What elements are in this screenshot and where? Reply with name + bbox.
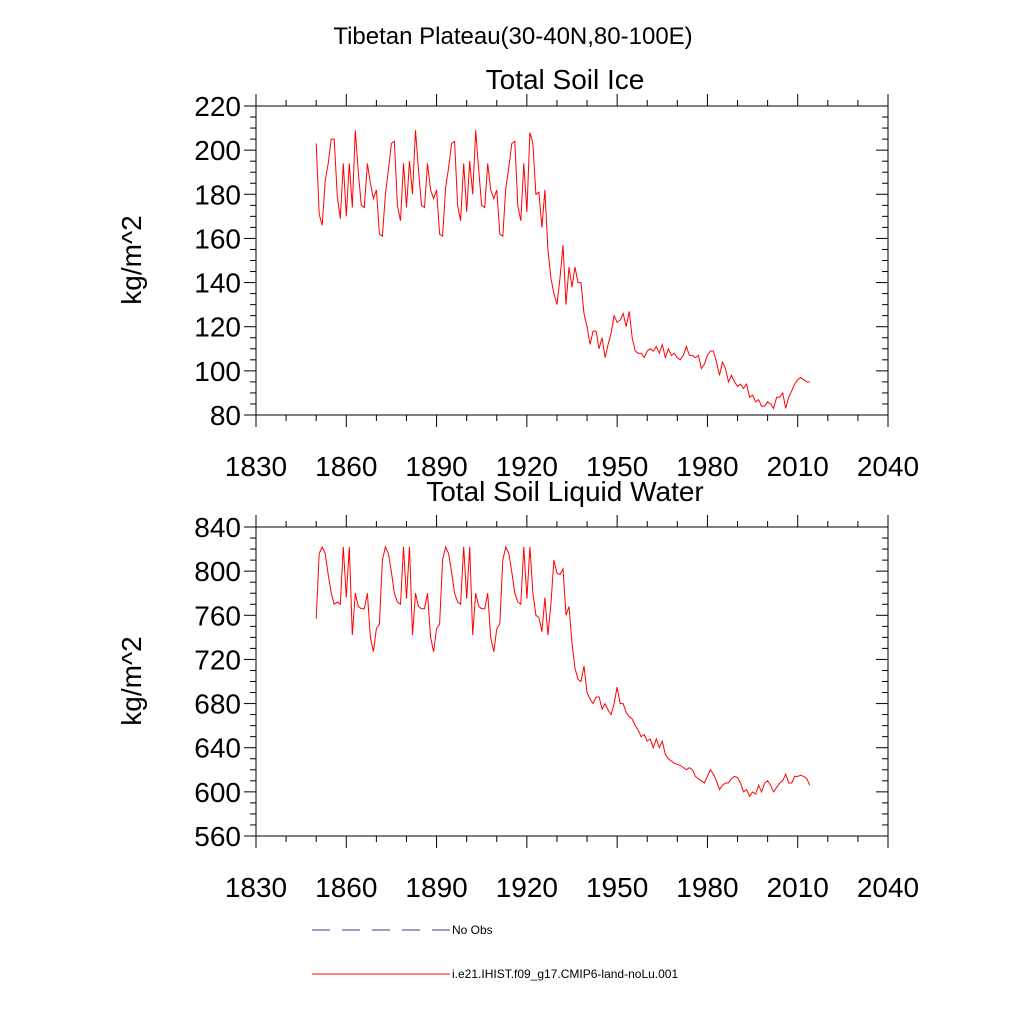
y-tick-label: 220 (194, 91, 241, 122)
y-tick-label: 120 (194, 312, 241, 343)
panel-total-soil-liquid-water: Total Soil Liquid Water kg/m^2 1830 1860 1… (116, 476, 919, 903)
y-tick-label: 140 (194, 268, 241, 299)
y-tick-label: 160 (194, 223, 241, 254)
y-tick-label: 720 (194, 644, 241, 675)
x-tick-label: 1890 (405, 872, 467, 903)
x-tick-label: 1830 (225, 451, 287, 482)
legend: No Obs i.e21.IHIST.f09_g17.CMIP6-land-no… (312, 923, 678, 981)
y-tick-label: 640 (194, 733, 241, 764)
y-tick-label: 80 (210, 400, 241, 431)
x-tick-label: 2010 (767, 451, 829, 482)
y-tick-label: 100 (194, 356, 241, 387)
series-group (315, 545, 811, 798)
x-tick-label: 1890 (405, 451, 467, 482)
series-group (315, 130, 810, 410)
x-tick-label: 1950 (586, 451, 648, 482)
legend-label-no-obs: No Obs (452, 923, 493, 937)
y-tick-label: 760 (194, 600, 241, 631)
plot-frame (255, 526, 889, 837)
x-tick-label: 2040 (857, 872, 919, 903)
y-tick-label: 600 (194, 777, 241, 808)
y-tick-label: 200 (194, 135, 241, 166)
y-tick-label: 840 (194, 512, 241, 543)
tick-label-group: 1830 1860 1890 1920 1950 1980 2010 2040 80 100 120… (194, 91, 919, 482)
tick-group (244, 94, 889, 427)
y-tick-label: 180 (194, 179, 241, 210)
y-axis-label: kg/m^2 (116, 636, 147, 725)
x-tick-label: 1920 (496, 872, 558, 903)
y-tick-label: 680 (194, 689, 241, 720)
y-tick-label: 800 (194, 556, 241, 587)
x-tick-label: 2010 (767, 872, 829, 903)
x-tick-label: 1830 (225, 872, 287, 903)
panel-title: Total Soil Liquid Water (426, 476, 704, 507)
y-axis-label: kg/m^2 (116, 215, 147, 304)
tick-label-group: 1830 1860 1890 1920 1950 1980 2010 2040 560 600 64… (194, 512, 919, 903)
x-tick-label: 1860 (315, 872, 377, 903)
plot-frame (255, 105, 889, 416)
x-tick-label: 1980 (676, 872, 738, 903)
panel-total-soil-ice: Total Soil Ice kg/m^2 1830 1860 1890 1920 19… (116, 64, 919, 482)
x-tick-label: 1950 (586, 872, 648, 903)
legend-label-model: i.e21.IHIST.f09_g17.CMIP6-land-noLu.001 (452, 967, 678, 981)
x-tick-label: 2040 (857, 451, 919, 482)
main-title: Tibetan Plateau(30-40N,80-100E) (333, 23, 692, 50)
x-tick-label: 1980 (676, 451, 738, 482)
series-line (315, 130, 810, 410)
x-tick-label: 1920 (496, 451, 558, 482)
panel-title: Total Soil Ice (486, 64, 645, 95)
tick-group (244, 515, 889, 848)
x-tick-label: 1860 (315, 451, 377, 482)
series-line (315, 545, 811, 798)
y-tick-label: 560 (194, 821, 241, 852)
